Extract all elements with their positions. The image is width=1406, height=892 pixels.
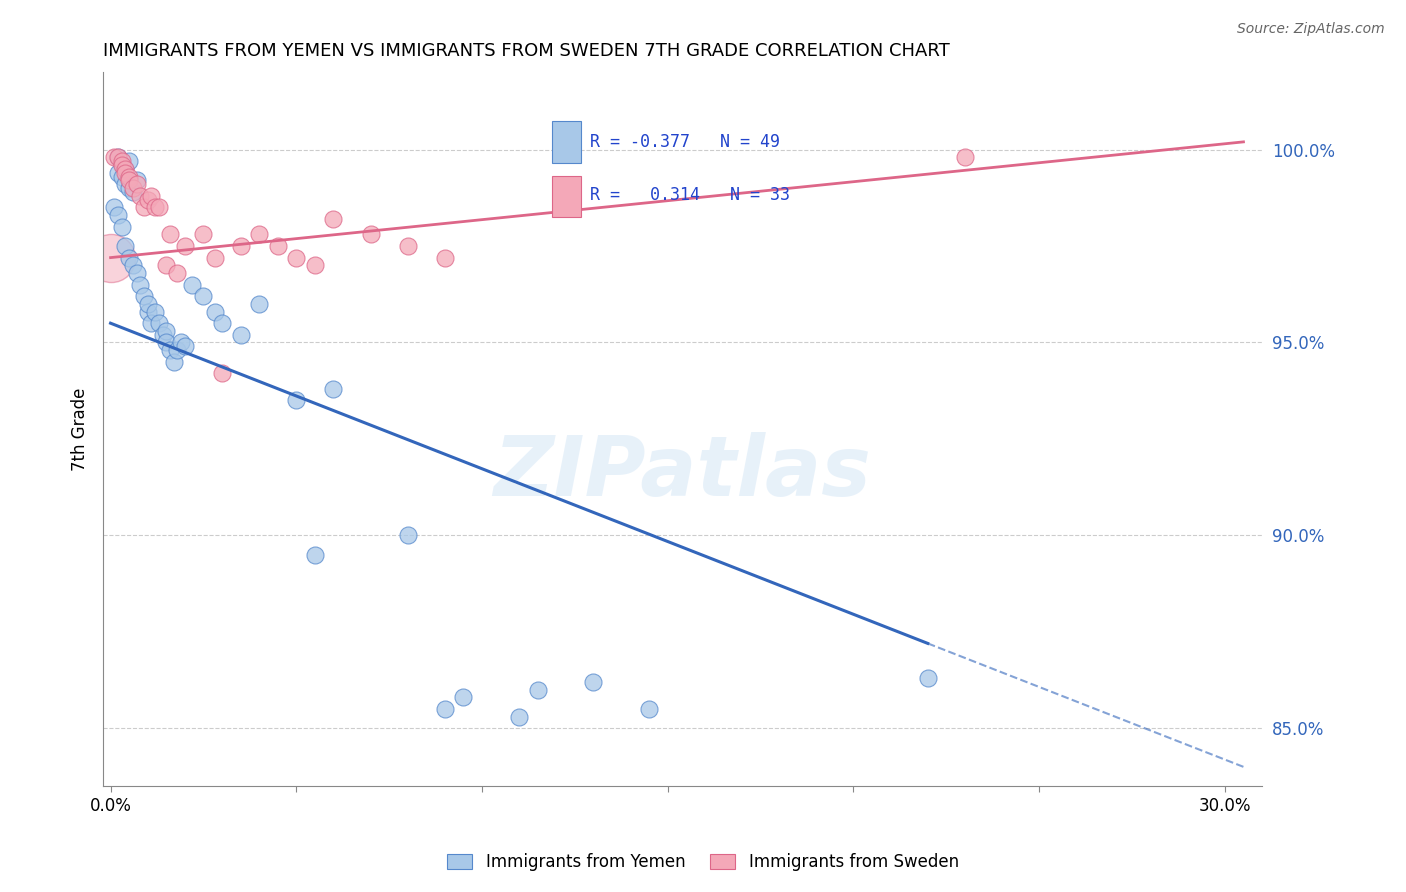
Point	[267, 239, 290, 253]
Point	[211, 316, 233, 330]
Point	[132, 201, 155, 215]
Point	[114, 239, 136, 253]
Point	[125, 178, 148, 192]
Point	[114, 178, 136, 192]
Point	[118, 251, 141, 265]
Point	[132, 289, 155, 303]
Point	[148, 201, 170, 215]
Point	[360, 227, 382, 242]
Point	[114, 161, 136, 176]
Point	[193, 227, 215, 242]
Text: ZIPatlas: ZIPatlas	[494, 432, 872, 513]
Point	[118, 169, 141, 184]
Y-axis label: 7th Grade: 7th Grade	[72, 388, 89, 471]
Point	[285, 251, 308, 265]
Point	[155, 335, 177, 350]
Point	[638, 702, 661, 716]
Point	[166, 343, 188, 358]
Point	[181, 277, 204, 292]
Point	[526, 682, 548, 697]
Point	[322, 212, 344, 227]
Point	[121, 258, 143, 272]
Point	[193, 289, 215, 303]
Point	[953, 150, 976, 164]
Point	[103, 150, 125, 164]
Point	[166, 266, 188, 280]
Point	[159, 227, 181, 242]
Point	[143, 201, 166, 215]
Point	[111, 219, 134, 234]
Point	[125, 266, 148, 280]
Point	[136, 193, 159, 207]
Point	[107, 150, 129, 164]
Point	[121, 181, 143, 195]
Point	[204, 304, 226, 318]
Point	[103, 201, 125, 215]
Point	[247, 297, 270, 311]
Point	[148, 316, 170, 330]
Point	[433, 702, 456, 716]
Point	[155, 324, 177, 338]
Point	[111, 158, 134, 172]
Point	[304, 548, 326, 562]
Point	[247, 227, 270, 242]
Point	[152, 327, 174, 342]
Point	[304, 258, 326, 272]
Point	[211, 367, 233, 381]
Point	[107, 208, 129, 222]
Point	[155, 258, 177, 272]
Point	[229, 327, 252, 342]
Point	[163, 355, 186, 369]
Point	[322, 382, 344, 396]
Point	[433, 251, 456, 265]
Text: Source: ZipAtlas.com: Source: ZipAtlas.com	[1237, 22, 1385, 37]
Point	[129, 277, 152, 292]
Point	[582, 675, 605, 690]
Point	[204, 251, 226, 265]
Point	[118, 173, 141, 187]
Point	[173, 239, 195, 253]
Point	[107, 166, 129, 180]
Point	[159, 343, 181, 358]
Point	[141, 189, 163, 203]
Point	[396, 239, 419, 253]
Point	[136, 304, 159, 318]
Point	[111, 154, 134, 169]
Point	[111, 158, 134, 172]
Point	[129, 189, 152, 203]
Point	[118, 154, 141, 169]
Point	[170, 335, 193, 350]
Point	[114, 166, 136, 180]
Point	[229, 239, 252, 253]
Point	[396, 528, 419, 542]
Point	[107, 150, 129, 164]
Legend: Immigrants from Yemen, Immigrants from Sweden: Immigrants from Yemen, Immigrants from S…	[439, 845, 967, 880]
Point	[100, 251, 122, 265]
Point	[141, 316, 163, 330]
Point	[285, 393, 308, 408]
Point	[114, 161, 136, 176]
Point	[136, 297, 159, 311]
Point	[453, 690, 475, 705]
Point	[143, 304, 166, 318]
Point	[173, 339, 195, 353]
Point	[121, 185, 143, 199]
Point	[508, 709, 530, 723]
Point	[118, 181, 141, 195]
Point	[917, 671, 939, 685]
Text: IMMIGRANTS FROM YEMEN VS IMMIGRANTS FROM SWEDEN 7TH GRADE CORRELATION CHART: IMMIGRANTS FROM YEMEN VS IMMIGRANTS FROM…	[103, 42, 950, 60]
Point	[125, 173, 148, 187]
Point	[111, 169, 134, 184]
